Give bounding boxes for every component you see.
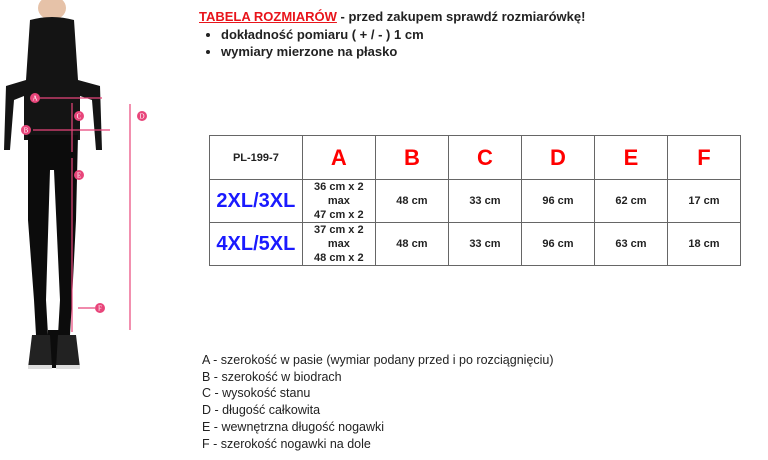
measurement-lines	[33, 97, 131, 332]
marker-b: B	[21, 125, 31, 135]
legend-e: E - wewnętrzna długość nogawki	[202, 419, 385, 434]
note-accuracy: dokładność pomiaru ( + / - ) 1 cm	[221, 27, 585, 42]
marker-f: F	[95, 303, 105, 313]
cell-a-max: 47 cm x 2	[314, 209, 364, 221]
measurement-legend: A - szerokość w pasie (wymiar podany prz…	[202, 352, 554, 452]
table-row: 4XL/5XL 37 cm x 2 max 48 cm x 2 48 cm 33 c…	[209, 222, 742, 266]
svg-text:D: D	[139, 113, 144, 121]
svg-text:F: F	[98, 305, 102, 313]
legend-b: B - szerokość w biodrach	[202, 369, 342, 384]
table-header-row: PL-199-7 A B C D E F	[209, 135, 742, 180]
size-label: 2XL/3XL	[209, 179, 303, 223]
product-code: PL-199-7	[209, 135, 303, 180]
column-e: E	[593, 135, 668, 180]
cell-a-max: 48 cm x 2	[314, 252, 364, 264]
notes-list: dokładność pomiaru ( + / - ) 1 cm wymiar…	[199, 27, 585, 59]
cell-a-min: 36 cm x 2	[314, 181, 364, 193]
column-b: B	[374, 135, 449, 180]
marker-e: E	[74, 170, 84, 180]
marker-a: A	[30, 93, 40, 103]
cell-c: 33 cm	[447, 222, 522, 266]
legend-c: C - wysokość stanu	[202, 386, 311, 401]
cell-a: 37 cm x 2 max 48 cm x 2	[301, 222, 376, 266]
model-measurement-figure: A B C D E F	[4, 0, 147, 369]
size-table-title: TABELA ROZMIARÓW	[199, 9, 337, 24]
cell-a-min: 37 cm x 2	[314, 224, 364, 236]
cell-a-sep: max	[327, 195, 350, 207]
column-f: F	[666, 135, 742, 180]
legend-f: F - szerokość nogawki na dole	[202, 436, 371, 451]
table-row: 2XL/3XL 36 cm x 2 max 47 cm x 2 48 cm 33 c…	[209, 179, 742, 223]
column-a: A	[301, 135, 376, 180]
marker-d: D	[137, 111, 147, 121]
column-c: C	[447, 135, 522, 180]
svg-text:B: B	[24, 127, 29, 135]
cell-a-sep: max	[327, 238, 350, 250]
header: TABELA ROZMIARÓW - przed zakupem sprawdź…	[199, 9, 585, 61]
svg-text:E: E	[77, 172, 81, 180]
legend-a: A - szerokość w pasie (wymiar podany prz…	[202, 353, 554, 367]
size-table: PL-199-7 A B C D E F 2XL/3XL 36 cm x 2 ma…	[209, 135, 742, 266]
svg-text:A: A	[32, 95, 37, 103]
size-label: 4XL/5XL	[209, 222, 303, 266]
cell-c: 33 cm	[447, 179, 522, 223]
subtitle: - przed zakupem sprawdź rozmiarówkę!	[336, 9, 586, 24]
legend-d: D - długość całkowita	[202, 403, 321, 418]
cell-f: 17 cm	[666, 179, 742, 223]
cell-e: 62 cm	[593, 179, 668, 223]
cell-a: 36 cm x 2 max 47 cm x 2	[301, 179, 376, 223]
cell-b: 48 cm	[374, 179, 449, 223]
model-silhouette	[4, 0, 102, 369]
cell-d: 96 cm	[520, 179, 595, 223]
cell-e: 63 cm	[593, 222, 668, 266]
svg-text:C: C	[77, 113, 82, 121]
cell-d: 96 cm	[520, 222, 595, 266]
cell-f: 18 cm	[666, 222, 742, 266]
cell-b: 48 cm	[374, 222, 449, 266]
note-flat: wymiary mierzone na płasko	[221, 44, 585, 59]
marker-c: C	[74, 111, 84, 121]
column-d: D	[520, 135, 595, 180]
